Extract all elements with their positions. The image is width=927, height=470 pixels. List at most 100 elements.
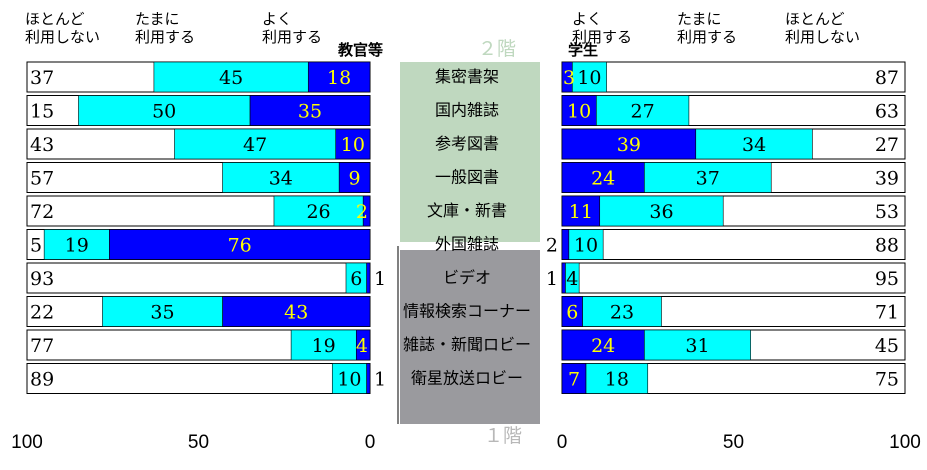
right-value-label: 1 (546, 268, 558, 290)
category-label: 外国雑誌 (435, 235, 499, 254)
often-segment-right (561, 229, 570, 260)
category-label: 参考図書 (435, 134, 499, 153)
left-value-label: 45 (219, 67, 243, 89)
right-value-label: 39 (617, 134, 641, 156)
left-value-label: 72 (30, 201, 54, 223)
left-value-label: 43 (284, 302, 308, 324)
right-bar-frame (561, 61, 906, 93)
floor2-panel (400, 62, 540, 242)
right-value-label: 24 (591, 168, 615, 190)
often-segment-right (561, 195, 601, 227)
right-sometimes-header-line1: たまに (677, 10, 722, 28)
floor1-panel (400, 250, 540, 424)
sometimes-segment-left (273, 195, 364, 227)
left-value-label: 22 (30, 302, 54, 324)
left-value-label: 19 (312, 335, 336, 357)
often-segment-left (109, 229, 371, 260)
left-axis-tick: 0 (365, 432, 376, 453)
right-value-label: 71 (875, 302, 899, 324)
left-sometimes-header-line1: たまに (135, 10, 180, 28)
left-value-label: 1 (374, 268, 386, 290)
left-value-label: 43 (30, 134, 54, 156)
right-value-label: 27 (631, 101, 655, 123)
left-value-label: 18 (327, 67, 351, 89)
often-segment-left (222, 296, 371, 327)
sometimes-segment-left (174, 128, 337, 160)
left-sometimes-header-line2: 利用する (135, 28, 195, 46)
right-value-label: 24 (591, 335, 615, 357)
right-often-header-line1: よく (572, 10, 602, 28)
sometimes-segment-right (571, 61, 607, 93)
sometimes-segment-right (565, 262, 580, 294)
sometimes-segment-left (290, 329, 357, 361)
right-value-label: 11 (569, 201, 593, 223)
left-value-label: 47 (243, 134, 267, 156)
often-segment-left (366, 262, 371, 294)
sometimes-segment-right (695, 128, 813, 160)
sometimes-segment-right (644, 162, 772, 193)
left-value-label: 9 (349, 168, 361, 190)
left-value-label: 26 (306, 201, 330, 223)
left-value-label: 89 (30, 369, 54, 391)
sometimes-segment-right (644, 329, 751, 361)
category-label: 一般図書 (435, 168, 499, 187)
left-value-label: 5 (30, 235, 42, 257)
right-bar-frame (561, 262, 906, 294)
often-segment-left (307, 61, 371, 93)
left-often-header-line1: よく (262, 10, 292, 28)
right-value-label: 88 (875, 235, 899, 257)
left-value-label: 57 (30, 168, 54, 190)
often-segment-right (561, 329, 645, 361)
left-value-label: 2 (356, 201, 368, 223)
right-value-label: 18 (605, 369, 629, 391)
right-value-label: 36 (649, 201, 673, 223)
sometimes-segment-left (43, 229, 110, 260)
often-segment-right (561, 262, 566, 294)
left-value-label: 35 (298, 101, 322, 123)
sometimes-segment-right (599, 195, 724, 227)
category-label: 雑誌・新聞ロビー (403, 335, 531, 354)
sometimes-segment-right (568, 229, 604, 260)
right-axis-tick: 100 (889, 432, 921, 453)
right-value-label: 95 (875, 268, 899, 290)
right-value-label: 6 (566, 302, 578, 324)
right-value-label: 31 (685, 335, 709, 357)
group-left-label: 教官等 (337, 41, 383, 59)
left-value-label: 35 (150, 302, 174, 324)
left-value-label: 10 (341, 134, 365, 156)
right-sometimes-header-line2: 利用する (677, 28, 737, 46)
sometimes-segment-right (582, 296, 662, 327)
left-value-label: 37 (30, 67, 54, 89)
right-value-label: 23 (610, 302, 634, 324)
left-axis-tick: 100 (11, 432, 43, 453)
right-value-label: 10 (577, 67, 601, 89)
left-bar-frame (26, 363, 371, 394)
left-value-label: 19 (65, 235, 89, 257)
sometimes-segment-left (331, 363, 367, 394)
sometimes-segment-left (153, 61, 309, 93)
floor1-label: １階 (484, 425, 522, 447)
often-segment-left (366, 363, 371, 394)
left-axis-tick: 50 (188, 432, 209, 453)
right-often-header-line2: 利用する (572, 28, 632, 46)
often-segment-left (249, 95, 371, 126)
sometimes-segment-left (78, 95, 251, 126)
category-label: 文庫・新書 (427, 201, 507, 220)
right-value-label: 34 (742, 134, 766, 156)
category-label: 情報検索コーナー (403, 302, 531, 321)
group-right-label: 学生 (568, 41, 598, 59)
right-value-label: 7 (568, 369, 580, 391)
left-value-label: 4 (356, 335, 368, 357)
sometimes-segment-left (102, 296, 223, 327)
right-value-label: 63 (875, 101, 899, 123)
sometimes-segment-right (585, 363, 649, 394)
right-value-label: 2 (546, 235, 558, 257)
right-axis-tick: 0 (557, 432, 568, 453)
right-bar-frame (561, 229, 906, 260)
category-label: 国内雑誌 (435, 101, 499, 120)
sometimes-segment-left (222, 162, 340, 193)
often-segment-right (561, 363, 587, 394)
right-value-label: 4 (566, 268, 578, 290)
left-value-label: 77 (30, 335, 54, 357)
right-seldom-header-line1: ほとんど (785, 10, 845, 28)
